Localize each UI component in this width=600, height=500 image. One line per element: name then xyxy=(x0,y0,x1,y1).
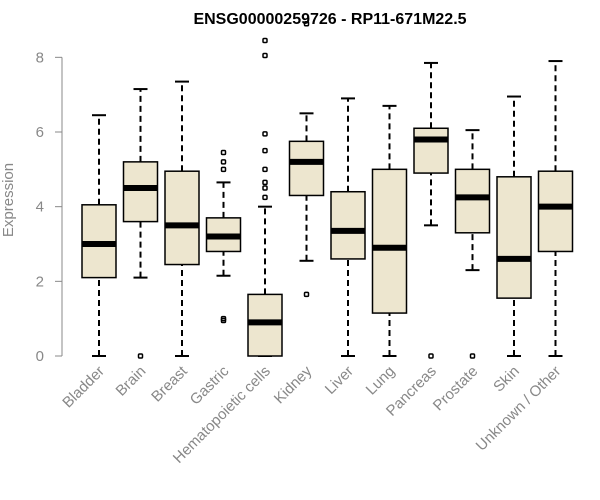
outlier-point xyxy=(262,185,268,191)
box-group-brain xyxy=(122,88,159,359)
box-group-prostate xyxy=(454,129,491,359)
outlier-point xyxy=(262,179,268,186)
outlier-point xyxy=(220,166,227,173)
x-tick-label-kidney: Kidney xyxy=(271,362,316,407)
outlier-point xyxy=(220,159,227,165)
outlier-point xyxy=(303,291,310,298)
x-tick-label-prostate: Prostate xyxy=(430,363,482,415)
x-tick-label-brain: Brain xyxy=(113,363,150,400)
x-tick-label-liver: Liver xyxy=(322,363,357,398)
box-group-lung xyxy=(371,104,408,357)
outlier-point xyxy=(220,315,227,322)
box-group-breast xyxy=(164,80,200,357)
outlier-point xyxy=(262,194,268,201)
box-series xyxy=(81,20,574,359)
y-axis-ticks: 0 2 4 6 8 xyxy=(36,49,62,365)
y-tick-label: 0 xyxy=(36,348,44,365)
outlier-point xyxy=(220,149,227,156)
box-group-liver xyxy=(330,97,366,357)
box-group-bladder xyxy=(81,114,117,357)
outlier-point xyxy=(303,20,310,27)
y-axis-label: Expression xyxy=(0,163,17,237)
box-iqr xyxy=(164,170,200,266)
outlier-point xyxy=(262,147,268,154)
box-group-gastric xyxy=(205,149,242,324)
box-iqr xyxy=(537,170,574,253)
y-tick-label: 2 xyxy=(36,273,44,290)
y-tick-label: 8 xyxy=(36,49,44,66)
box-iqr xyxy=(122,161,159,223)
box-group-unknown-other xyxy=(537,60,574,357)
box-group-kidney xyxy=(288,20,325,298)
box-iqr xyxy=(330,190,366,260)
x-tick-label-lung: Lung xyxy=(363,363,399,399)
box-group-hematopoietic-cells xyxy=(247,37,283,357)
outlier-point xyxy=(262,131,268,137)
outlier-point xyxy=(262,166,268,173)
outlier-point xyxy=(469,353,476,359)
box-group-pancreas xyxy=(413,61,449,359)
box-iqr xyxy=(288,140,325,197)
outlier-point xyxy=(262,52,268,59)
outlier-point xyxy=(137,353,144,359)
y-tick-label: 6 xyxy=(36,124,44,141)
outlier-point xyxy=(262,37,268,44)
x-tick-label-breast: Breast xyxy=(148,362,191,405)
box-iqr xyxy=(496,176,532,299)
box-iqr xyxy=(413,127,449,174)
box-iqr xyxy=(371,168,408,314)
outlier-point xyxy=(428,353,434,359)
x-tick-label-bladder: Bladder xyxy=(59,363,108,412)
box-iqr xyxy=(454,168,491,234)
x-tick-label-skin: Skin xyxy=(490,363,523,396)
chart-title: ENSG00000259726 - RP11-671M22.5 xyxy=(193,11,466,28)
box-group-skin xyxy=(496,95,532,357)
y-tick-label: 4 xyxy=(36,199,44,216)
